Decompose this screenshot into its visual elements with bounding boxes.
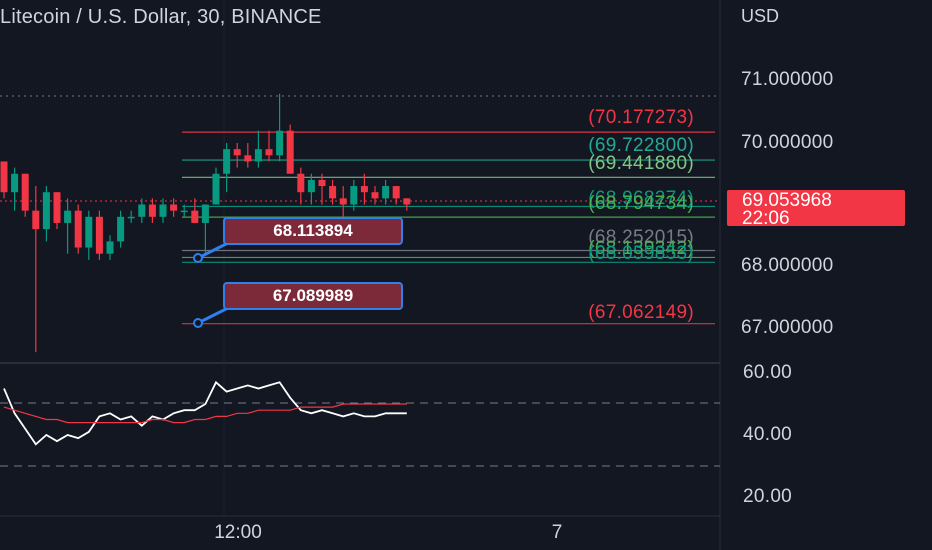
candle-body bbox=[148, 204, 156, 217]
rsi-tick: 40.00 bbox=[743, 424, 793, 445]
callout-anchor-dot bbox=[193, 253, 203, 263]
candle-body bbox=[371, 192, 379, 199]
fib-level-label: (68.968274) bbox=[588, 188, 694, 209]
bar-countdown: 22:06 bbox=[742, 208, 790, 229]
candle-body bbox=[286, 130, 294, 174]
candle-body bbox=[117, 216, 125, 242]
candle-body bbox=[159, 204, 167, 217]
last-price-badge: 69.053968 22:06 bbox=[727, 190, 905, 229]
fib-level-label: (68.794734) bbox=[588, 193, 694, 214]
rsi-tick: 20.00 bbox=[743, 486, 793, 507]
fib-level-label: (68.139342) bbox=[588, 238, 694, 259]
fib-levels-layer bbox=[182, 131, 715, 325]
candle-body bbox=[53, 192, 61, 223]
candle-body bbox=[307, 179, 315, 193]
fib-level-label: (70.177273) bbox=[588, 107, 694, 128]
candle-body bbox=[233, 149, 241, 156]
candle-body bbox=[403, 198, 411, 205]
rsi-tick: 60.00 bbox=[743, 362, 793, 383]
price-callout[interactable]: 68.113894 bbox=[223, 217, 403, 245]
candle-body bbox=[74, 210, 82, 248]
candle-body bbox=[85, 216, 93, 248]
candle-body bbox=[180, 210, 188, 213]
candle-body bbox=[392, 186, 400, 199]
candle-body bbox=[329, 186, 337, 199]
price-tick: 70.000000 bbox=[741, 132, 834, 153]
candle-body bbox=[170, 204, 178, 211]
rsi-ma-line bbox=[3, 403, 407, 424]
candle-body bbox=[21, 173, 29, 211]
candle-body bbox=[11, 173, 19, 193]
candle-body bbox=[191, 210, 199, 223]
candle-body bbox=[318, 179, 326, 187]
last-price-value: 69.053968 bbox=[742, 190, 832, 211]
candles-layer bbox=[0, 93, 411, 353]
symbol-title[interactable]: Litecoin / U.S. Dollar, 30, BINANCE bbox=[0, 6, 322, 28]
candle-body bbox=[127, 216, 135, 219]
time-axis-label: 7 bbox=[551, 522, 563, 543]
fib-level-label: (69.722800) bbox=[588, 135, 694, 156]
candle-body bbox=[276, 130, 284, 156]
candle-body bbox=[254, 149, 262, 162]
fib-level-label: (67.062149) bbox=[588, 302, 694, 323]
candle-body bbox=[32, 210, 40, 230]
candle-body bbox=[339, 198, 347, 205]
candle-body bbox=[223, 149, 231, 174]
candle-body bbox=[265, 149, 273, 156]
candle-body bbox=[360, 186, 368, 193]
fib-level-label: (69.441880) bbox=[588, 153, 694, 174]
candle-body bbox=[64, 210, 72, 223]
callout-anchor-dot bbox=[193, 318, 203, 328]
time-axis-label: 12:00 bbox=[214, 522, 262, 543]
rsi-layer bbox=[3, 380, 407, 446]
rsi-line bbox=[3, 380, 407, 446]
candle-body bbox=[138, 204, 146, 217]
candle-body bbox=[382, 186, 390, 199]
candle-body bbox=[212, 173, 220, 205]
candle-body bbox=[106, 241, 114, 254]
price-axis-currency: USD bbox=[741, 6, 780, 26]
grid-layer bbox=[0, 0, 721, 550]
candle-body bbox=[350, 186, 358, 205]
candle-body bbox=[95, 216, 103, 254]
candle-body bbox=[201, 204, 209, 223]
fib-level-label: (68.252015) bbox=[588, 227, 694, 248]
price-tick: 67.000000 bbox=[741, 317, 834, 338]
price-tick: 71.000000 bbox=[741, 69, 834, 90]
price-tick: 68.000000 bbox=[741, 255, 834, 276]
fib-level-label: (68.059853) bbox=[588, 243, 694, 264]
candle-body bbox=[297, 173, 305, 193]
price-callout[interactable]: 67.089989 bbox=[223, 282, 403, 310]
candle-body bbox=[244, 155, 252, 162]
candle-body bbox=[42, 192, 50, 230]
candle-body bbox=[0, 161, 8, 193]
